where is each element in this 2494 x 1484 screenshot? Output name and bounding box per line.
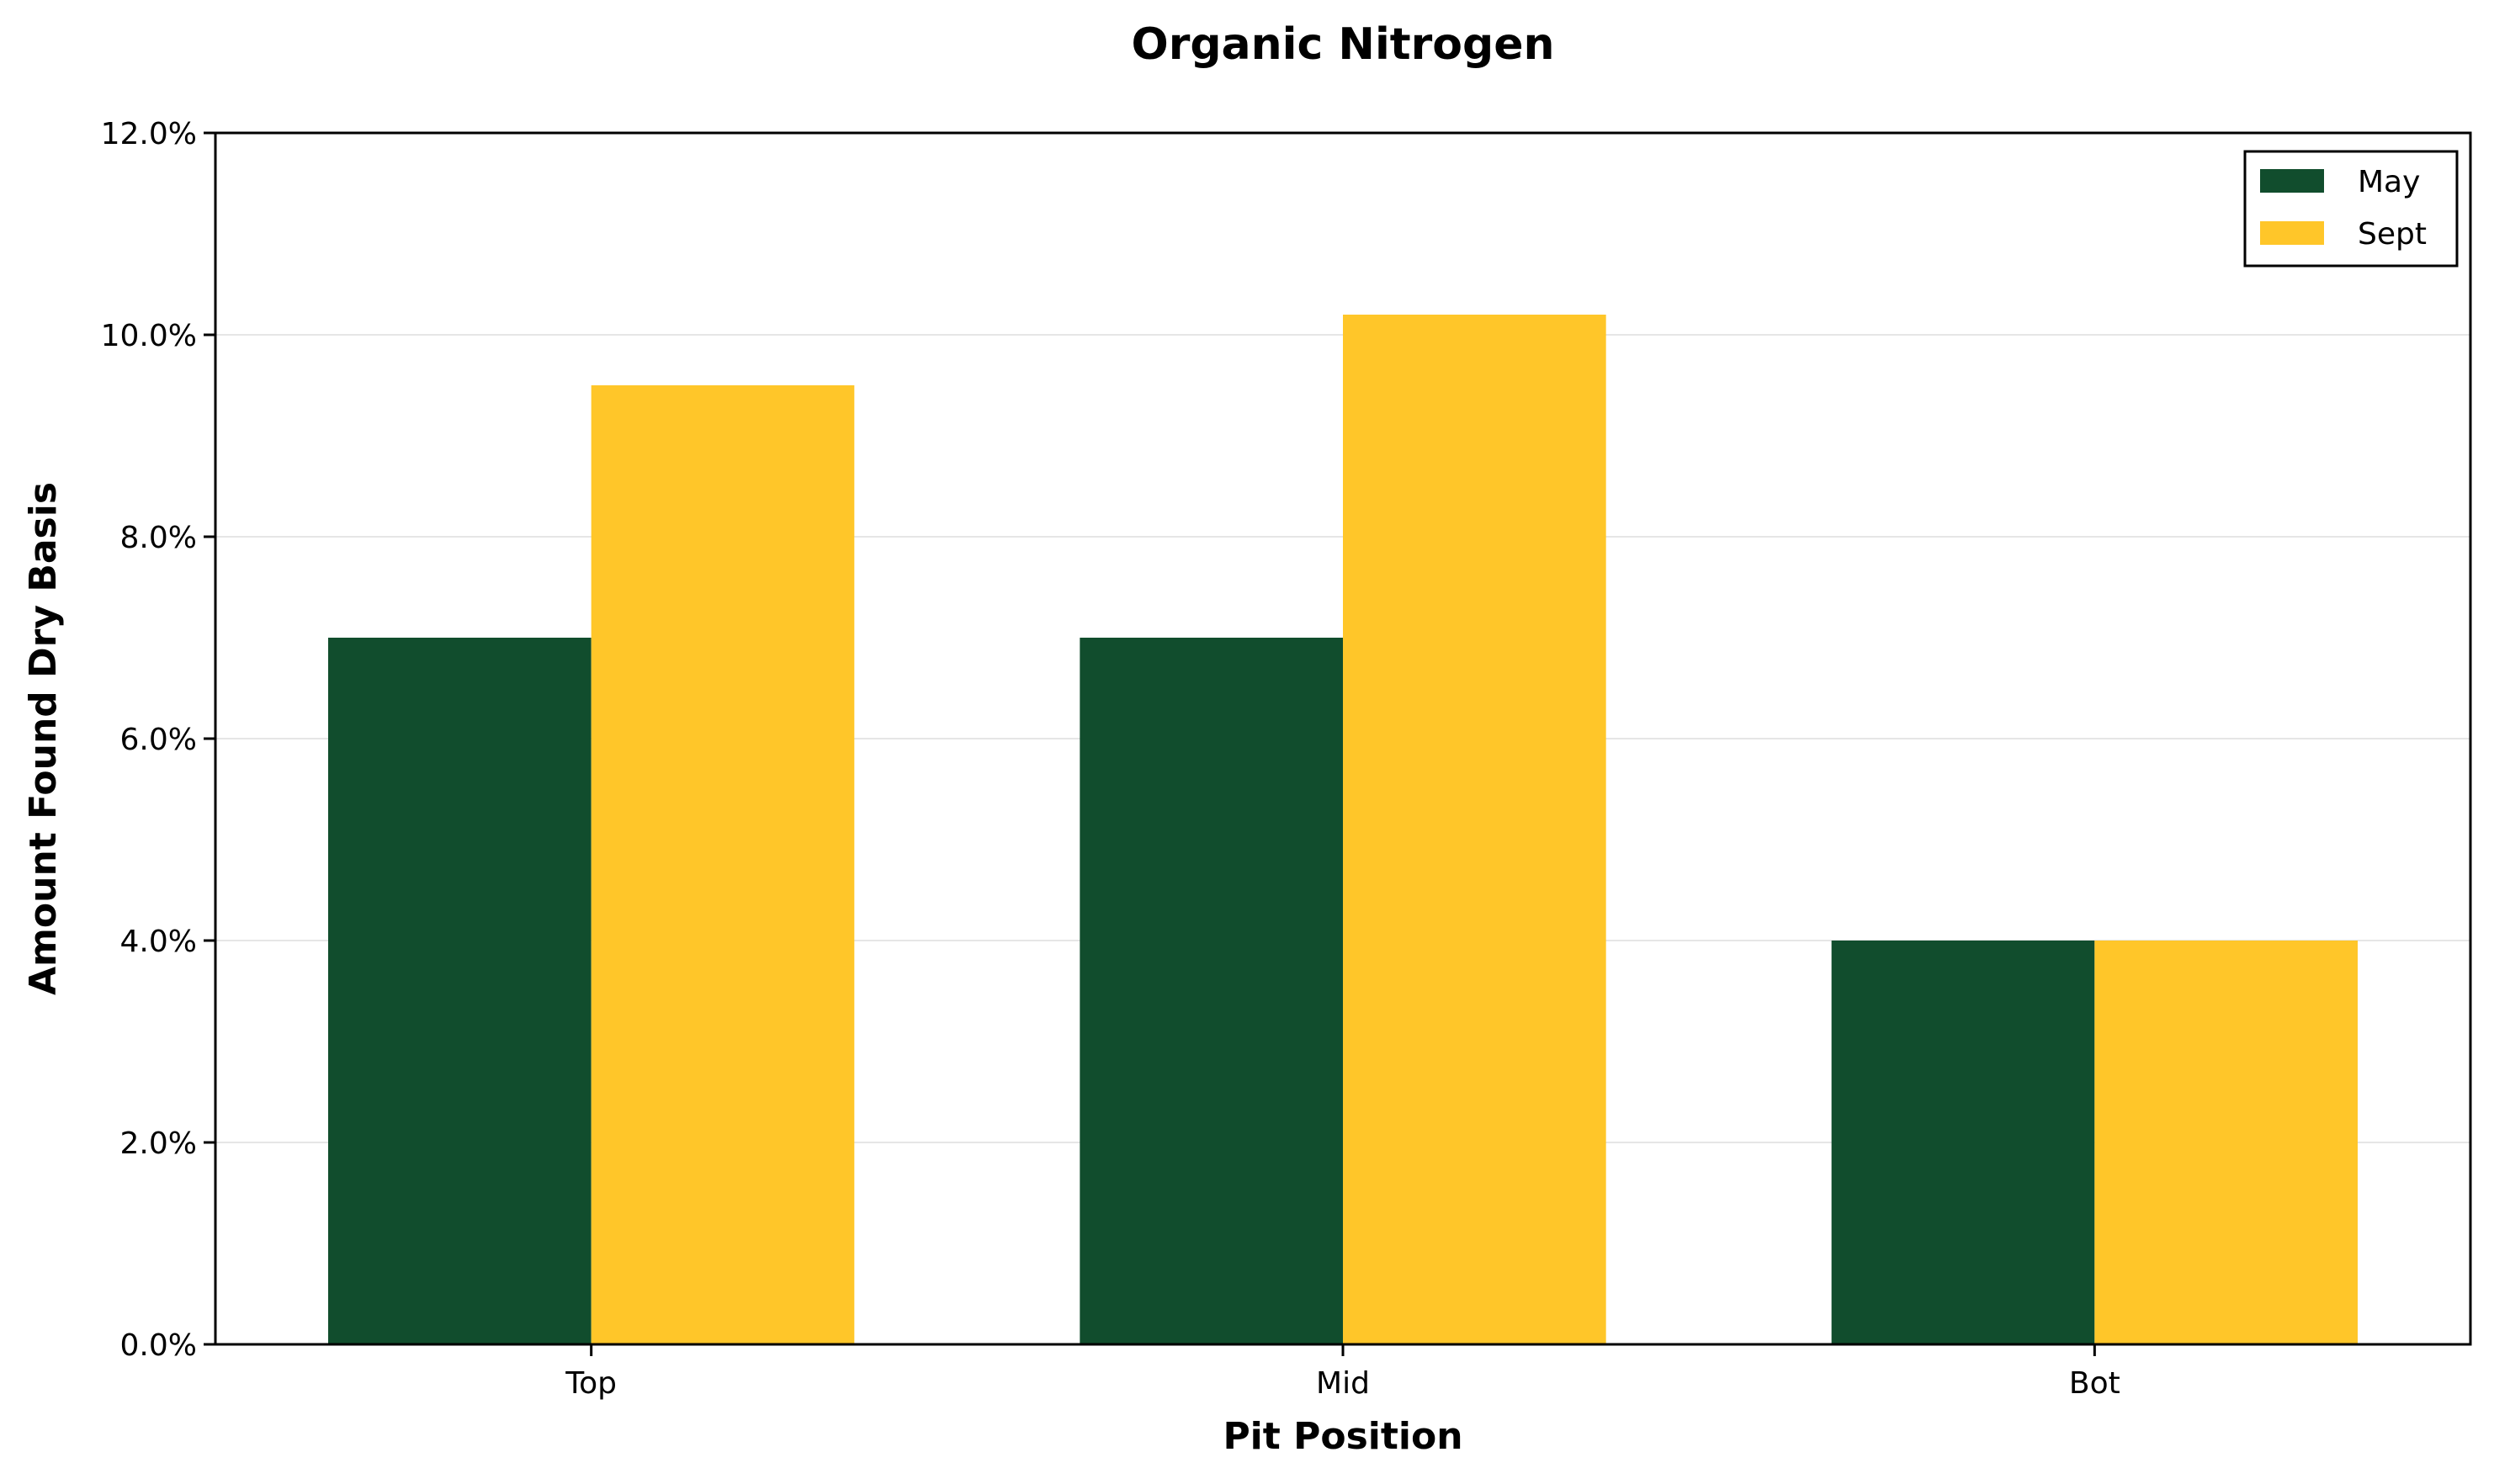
legend-label-may: May [2358, 165, 2420, 199]
y-tick-label: 8.0% [120, 521, 197, 555]
bar-may-bot [1831, 941, 2095, 1344]
bars [328, 315, 2358, 1344]
x-tick-label: Mid [1316, 1366, 1370, 1401]
bar-sept-bot [2094, 941, 2358, 1344]
x-tick-label: Bot [2069, 1366, 2120, 1401]
legend-swatch-sept [2260, 221, 2324, 245]
y-axis-label: Amount Found Dry Basis [22, 482, 65, 995]
chart-title: Organic Nitrogen [1131, 19, 1554, 70]
x-tick-label: Top [565, 1366, 617, 1401]
y-tick-label: 0.0% [120, 1328, 197, 1363]
y-tick-label: 2.0% [120, 1126, 197, 1161]
bar-sept-mid [1343, 315, 1606, 1344]
legend: May Sept [2243, 150, 2459, 268]
y-tick-label: 10.0% [101, 319, 197, 353]
legend-label-sept: Sept [2358, 217, 2427, 252]
x-axis-label: Pit Position [1223, 1415, 1462, 1458]
bar-may-top [328, 638, 592, 1344]
y-axis-ticks: 0.0% 2.0% 4.0% 6.0% 8.0% 10.0% 12.0% [101, 117, 215, 1363]
legend-swatch-may [2260, 169, 2324, 193]
bar-may-mid [1080, 638, 1343, 1344]
y-tick-label: 4.0% [120, 925, 197, 959]
x-axis-ticks: Top Mid Bot [565, 1344, 2120, 1401]
y-tick-label: 6.0% [120, 723, 197, 757]
y-tick-label: 12.0% [101, 117, 197, 151]
bar-sept-top [591, 385, 855, 1344]
